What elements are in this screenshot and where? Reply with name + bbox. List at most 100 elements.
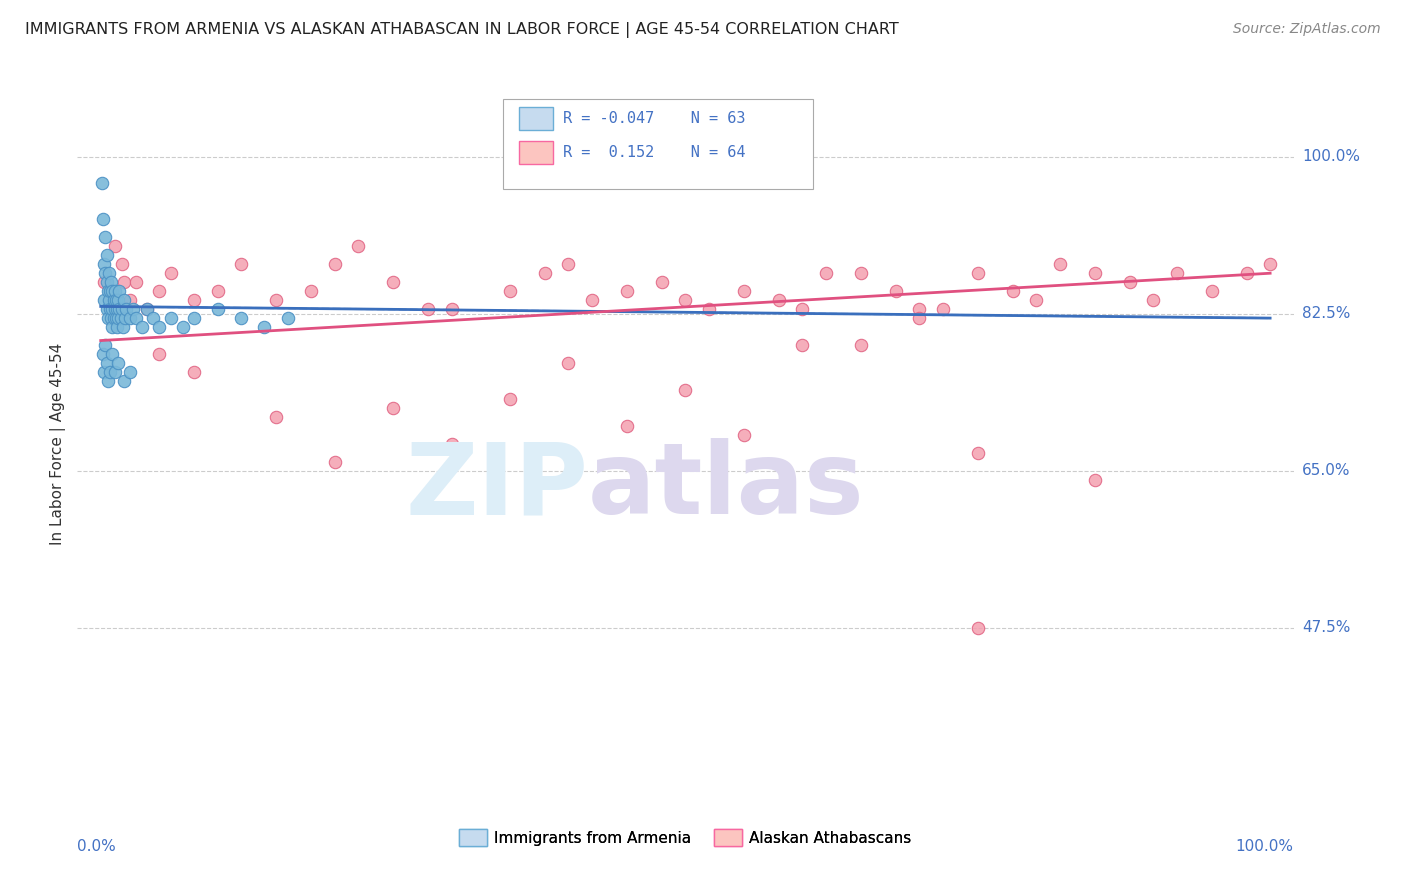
Point — [93, 275, 115, 289]
Point — [97, 293, 120, 308]
Point — [1025, 293, 1047, 308]
Point — [110, 311, 132, 326]
Point — [908, 302, 931, 317]
Point — [96, 356, 118, 370]
Point — [499, 392, 522, 406]
Point — [107, 356, 129, 370]
Point — [115, 302, 138, 317]
Text: 65.0%: 65.0% — [1302, 463, 1350, 478]
Point — [675, 293, 697, 308]
Point — [160, 311, 183, 326]
Point — [183, 293, 205, 308]
Point — [675, 383, 697, 397]
Point — [101, 302, 124, 317]
Point — [108, 284, 131, 298]
Legend: Immigrants from Armenia, Alaskan Athabascans: Immigrants from Armenia, Alaskan Athabas… — [453, 822, 918, 853]
Text: ZIP: ZIP — [405, 438, 588, 535]
Point — [418, 302, 440, 317]
Point — [107, 311, 129, 326]
Point — [96, 302, 118, 317]
Point — [103, 293, 125, 308]
Point — [499, 284, 522, 298]
Point — [112, 293, 135, 308]
Point — [94, 266, 117, 280]
Point — [534, 266, 557, 280]
Point — [323, 455, 346, 469]
Point — [229, 257, 252, 271]
Point — [111, 320, 134, 334]
Point — [100, 311, 122, 326]
Point — [104, 311, 127, 326]
Point — [1166, 266, 1188, 280]
Point — [93, 365, 115, 379]
Text: R = -0.047    N = 63: R = -0.047 N = 63 — [562, 111, 745, 126]
Point — [131, 320, 153, 334]
Point — [97, 311, 120, 326]
Point — [122, 302, 145, 317]
Point — [1084, 473, 1107, 487]
Point — [1258, 257, 1281, 271]
Point — [557, 356, 579, 370]
Text: 82.5%: 82.5% — [1302, 306, 1350, 321]
Point — [651, 275, 673, 289]
Point — [440, 436, 463, 450]
Point — [104, 239, 127, 253]
Point — [98, 365, 121, 379]
Point — [966, 446, 988, 460]
Point — [733, 427, 755, 442]
FancyBboxPatch shape — [519, 141, 553, 164]
FancyBboxPatch shape — [503, 99, 813, 189]
Point — [382, 401, 405, 415]
Point — [104, 365, 127, 379]
Point — [101, 347, 124, 361]
Point — [792, 302, 814, 317]
Point — [104, 293, 127, 308]
Text: 47.5%: 47.5% — [1302, 620, 1350, 635]
Point — [93, 293, 115, 308]
Point — [277, 311, 299, 326]
Y-axis label: In Labor Force | Age 45-54: In Labor Force | Age 45-54 — [51, 343, 66, 545]
Text: atlas: atlas — [588, 438, 865, 535]
Point — [1084, 266, 1107, 280]
Point — [104, 302, 127, 317]
Point — [1119, 275, 1142, 289]
Text: 0.0%: 0.0% — [77, 838, 117, 854]
Text: Source: ZipAtlas.com: Source: ZipAtlas.com — [1233, 22, 1381, 37]
Point — [299, 284, 322, 298]
Point — [1001, 284, 1024, 298]
Point — [697, 302, 720, 317]
FancyBboxPatch shape — [519, 107, 553, 130]
Point — [112, 374, 135, 388]
Point — [118, 365, 141, 379]
Point — [792, 338, 814, 352]
Point — [1142, 293, 1164, 308]
Point — [118, 293, 141, 308]
Point — [557, 257, 579, 271]
Point — [91, 212, 114, 227]
Point — [97, 266, 120, 280]
Point — [125, 275, 148, 289]
Point — [183, 365, 205, 379]
Point — [264, 293, 287, 308]
Point — [768, 293, 790, 308]
Point — [91, 347, 114, 361]
Text: R =  0.152    N = 64: R = 0.152 N = 64 — [562, 145, 745, 160]
Point — [136, 302, 159, 317]
Point — [966, 266, 988, 280]
Text: 100.0%: 100.0% — [1302, 149, 1360, 164]
Point — [1236, 266, 1258, 280]
Point — [148, 284, 170, 298]
Point — [107, 293, 129, 308]
Point — [229, 311, 252, 326]
Point — [108, 302, 131, 317]
Point — [207, 302, 229, 317]
Point — [264, 409, 287, 424]
Point — [908, 311, 931, 326]
Point — [183, 311, 205, 326]
Point — [814, 266, 837, 280]
Text: IMMIGRANTS FROM ARMENIA VS ALASKAN ATHABASCAN IN LABOR FORCE | AGE 45-54 CORRELA: IMMIGRANTS FROM ARMENIA VS ALASKAN ATHAB… — [25, 22, 898, 38]
Point — [148, 320, 170, 334]
Point — [382, 275, 405, 289]
Point — [616, 284, 638, 298]
Point — [148, 347, 170, 361]
